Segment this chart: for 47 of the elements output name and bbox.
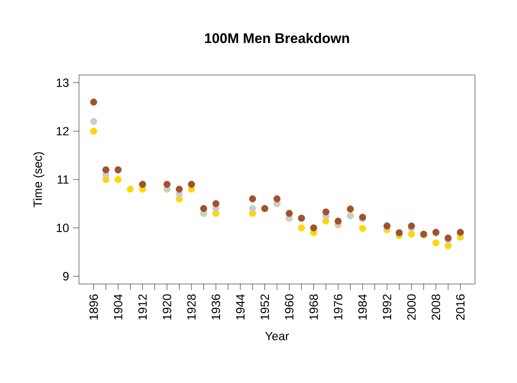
y-tick-label: 11 (58, 175, 69, 184)
point (90, 128, 98, 135)
point (90, 118, 98, 125)
x-tick-label: 1944 (236, 294, 245, 320)
x-tick-label: 1912 (138, 294, 147, 320)
x-tick-label: 1968 (309, 294, 318, 320)
x-tick-label: 2000 (407, 294, 416, 320)
x-tick-label: 2008 (432, 294, 440, 320)
point (114, 176, 122, 183)
point (432, 239, 440, 246)
x-tick-label: 1936 (212, 294, 220, 320)
point (102, 166, 110, 174)
x-axis-title: Year (265, 332, 289, 340)
x-tick-label: 1984 (358, 294, 367, 320)
point (176, 186, 183, 193)
x-tick-label: 1976 (334, 294, 342, 320)
point (164, 180, 170, 188)
point (408, 222, 415, 230)
point (359, 224, 366, 232)
point (90, 98, 98, 106)
x-tick-label: 2016 (456, 294, 465, 320)
chart-title: 100M Men Breakdown (205, 32, 349, 44)
point (249, 205, 256, 212)
point (334, 218, 342, 225)
point (346, 206, 354, 212)
x-tick-label: 1928 (187, 294, 196, 320)
point (408, 230, 415, 238)
y-tick-label: 13 (56, 78, 69, 87)
point (249, 195, 256, 202)
point (322, 208, 330, 216)
y-tick-label: 12 (56, 126, 69, 136)
x-tick-label: 1904 (114, 294, 122, 320)
point (212, 200, 220, 208)
x-tick-label: 1896 (89, 294, 98, 320)
y-tick-label: 10 (56, 224, 69, 232)
point (444, 242, 452, 250)
y-tick-label: 9 (63, 272, 69, 280)
point (286, 210, 293, 217)
point (126, 186, 134, 193)
point (298, 224, 305, 232)
x-tick-label: 1952 (260, 294, 270, 320)
point (274, 195, 280, 202)
x-tick-label: 1960 (285, 294, 294, 320)
point (200, 205, 208, 212)
x-tick-label: 1992 (382, 294, 392, 320)
y-axis-title: Time (sec) (33, 152, 44, 208)
x-tick-label: 1920 (162, 294, 172, 320)
